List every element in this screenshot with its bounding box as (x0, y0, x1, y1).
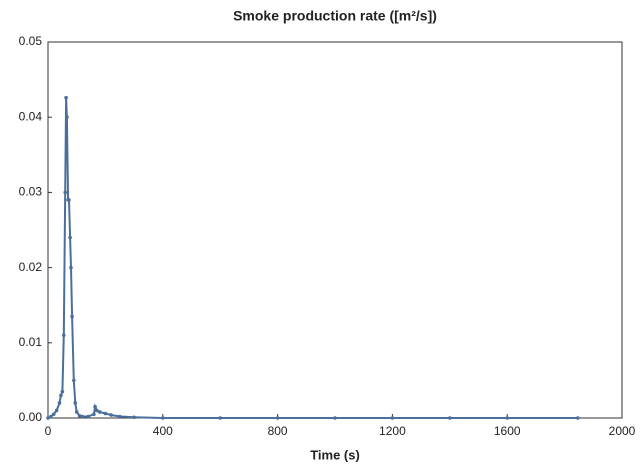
data-point (97, 410, 102, 414)
data-point (73, 401, 78, 405)
data-point (74, 410, 79, 414)
data-point (448, 416, 452, 420)
data-point (80, 414, 85, 419)
data-point (94, 408, 99, 413)
y-tick-label: 0.05 (19, 34, 43, 48)
data-point (68, 235, 72, 240)
data-point (77, 413, 82, 418)
data-point (63, 190, 68, 195)
data-point (333, 416, 337, 420)
data-point (132, 415, 136, 420)
data-point (61, 333, 66, 338)
data-point (117, 414, 122, 419)
y-tick-label: 0.04 (19, 109, 43, 123)
x-tick-label: 800 (268, 424, 288, 438)
x-tick-label: 2000 (609, 424, 636, 438)
y-tick-label: 0.02 (19, 260, 43, 274)
data-point (218, 416, 222, 420)
x-axis-title: Time (s) (310, 447, 360, 462)
y-tick-label: 0.00 (19, 410, 43, 424)
data-point (275, 416, 280, 420)
data-point (69, 265, 73, 270)
data-point (51, 412, 56, 417)
data-point (46, 416, 50, 420)
x-tick-label: 1200 (379, 424, 406, 438)
data-point (161, 416, 165, 420)
data-point (93, 404, 97, 409)
data-point (67, 198, 71, 202)
data-point (57, 401, 62, 405)
data-point (390, 416, 395, 420)
data-point (86, 414, 90, 419)
data-point (54, 408, 59, 413)
data-point (505, 416, 510, 420)
y-tick-label: 0.01 (19, 335, 43, 349)
data-point (65, 115, 69, 119)
data-point (60, 389, 65, 394)
plot-frame (47, 41, 623, 419)
data-point (109, 413, 113, 417)
y-tick-label: 0.03 (19, 185, 43, 199)
x-tick-label: 400 (153, 424, 173, 438)
chart-title: Smoke production rate ([m²/s]) (233, 8, 437, 24)
data-point (72, 378, 76, 383)
x-tick-label: 0 (45, 424, 52, 438)
data-point (576, 416, 580, 420)
data-point (64, 95, 68, 100)
x-tick-label: 1600 (494, 424, 521, 438)
data-point (103, 411, 108, 416)
data-point (49, 414, 53, 419)
data-point (59, 393, 63, 398)
data-line (47, 97, 578, 419)
data-point (70, 314, 74, 319)
data-point (92, 412, 96, 417)
